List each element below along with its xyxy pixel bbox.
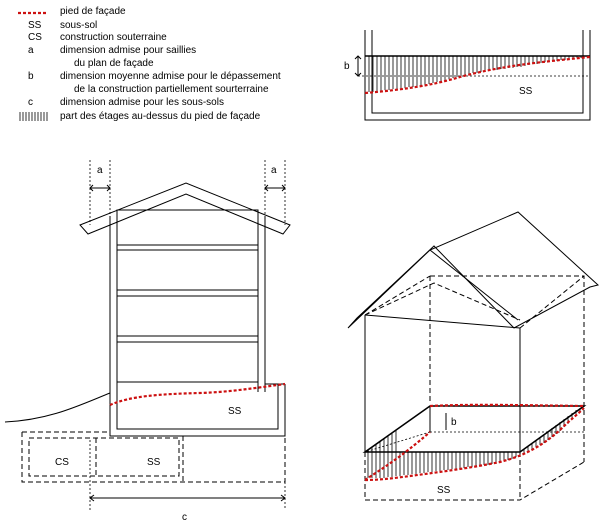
section-hatching [368, 56, 582, 92]
iso-facade-line-front [364, 407, 585, 482]
legend-item-3-text: construction souterraine [60, 32, 167, 43]
legend-item-7-text: de la construction partiellement sourter… [74, 84, 269, 95]
isometric-diagram: b SS [347, 211, 600, 501]
iso-hatching [367, 408, 581, 478]
ss-label-iso: SS [437, 485, 451, 496]
legend-item-2-key: SS [28, 20, 42, 31]
legend-item-8-key: c [28, 97, 33, 108]
legend-item-4-text: dimension admise pour saillies [60, 45, 196, 56]
legend-item-9-text: part des étages au-dessus du pied de faç… [60, 111, 261, 122]
c-label: c [182, 512, 187, 523]
legend-item-5-text: du plan de façade [74, 58, 154, 69]
basement-top-plane [362, 405, 587, 453]
cs-label-elevation: CS [55, 457, 69, 468]
elevation-facade-line [109, 382, 286, 407]
floor-2 [116, 295, 259, 337]
section-diagram-b: b SS [344, 30, 591, 121]
b-label-iso: b [451, 417, 457, 428]
ss-label-elevation-lower: SS [147, 457, 161, 468]
legend-item-1-text: pied de façade [60, 6, 126, 17]
legend: pied de façade SS sous-sol CS constructi… [18, 6, 281, 122]
floor-3 [116, 249, 259, 291]
terrain-line [4, 392, 111, 423]
b-label-section: b [344, 61, 350, 72]
a-label-left: a [97, 165, 103, 176]
legend-item-3-key: CS [28, 32, 42, 43]
legend-item-6-key: b [28, 71, 34, 82]
iso-facade-line-side [364, 431, 431, 481]
legend-item-2-text: sous-sol [60, 20, 97, 31]
legend-item-6-text: dimension moyenne admise pour le dépasse… [60, 71, 281, 82]
legend-hatch-swatch [19, 112, 48, 121]
cs-outline [21, 432, 286, 483]
section-facade-line [364, 55, 591, 95]
elevation-diagram: SS CS SS a a c [4, 160, 291, 523]
ss-label-section: SS [519, 86, 533, 97]
ss-label-elevation: SS [228, 406, 242, 417]
legend-item-8-text: dimension admise pour les sous-sols [60, 97, 224, 108]
attic-floor [116, 209, 259, 246]
floor-1 [116, 341, 259, 383]
legend-item-4-key: a [28, 45, 34, 56]
a-label-right: a [271, 165, 277, 176]
